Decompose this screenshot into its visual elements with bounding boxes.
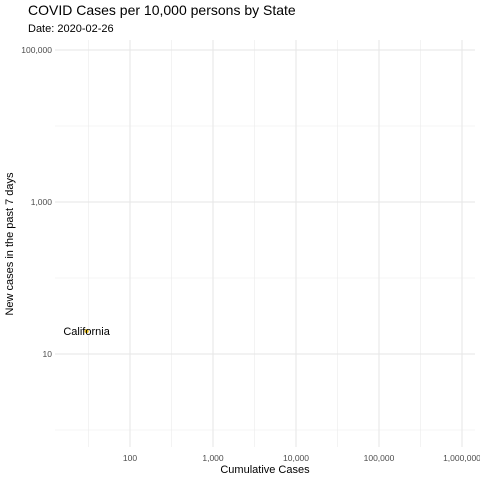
y-axis-tick-labels: 10 1,000 100,000	[21, 45, 52, 359]
x-tick-label: 10,000	[283, 453, 309, 463]
x-tick-label: 100	[123, 453, 137, 463]
x-tick-label: 1,000,000	[443, 453, 480, 463]
x-axis-tick-labels: 100 1,000 10,000 100,000 1,000,000	[123, 453, 480, 463]
x-axis-title: Cumulative Cases	[220, 464, 310, 476]
chart-title: COVID Cases per 10,000 persons by State	[28, 2, 296, 18]
y-tick-label: 100,000	[21, 45, 52, 55]
data-points: California	[63, 326, 110, 338]
y-tick-label: 1,000	[31, 197, 53, 207]
major-gridlines	[55, 40, 475, 447]
data-point	[84, 329, 89, 334]
y-tick-label: 10	[43, 349, 53, 359]
x-tick-label: 1,000	[202, 453, 224, 463]
x-tick-label: 100,000	[364, 453, 395, 463]
point-label: California	[63, 326, 110, 338]
minor-gridlines	[55, 40, 475, 447]
chart-subtitle: Date: 2020-02-26	[28, 23, 114, 35]
y-axis-title: New cases in the past 7 days	[4, 172, 16, 316]
